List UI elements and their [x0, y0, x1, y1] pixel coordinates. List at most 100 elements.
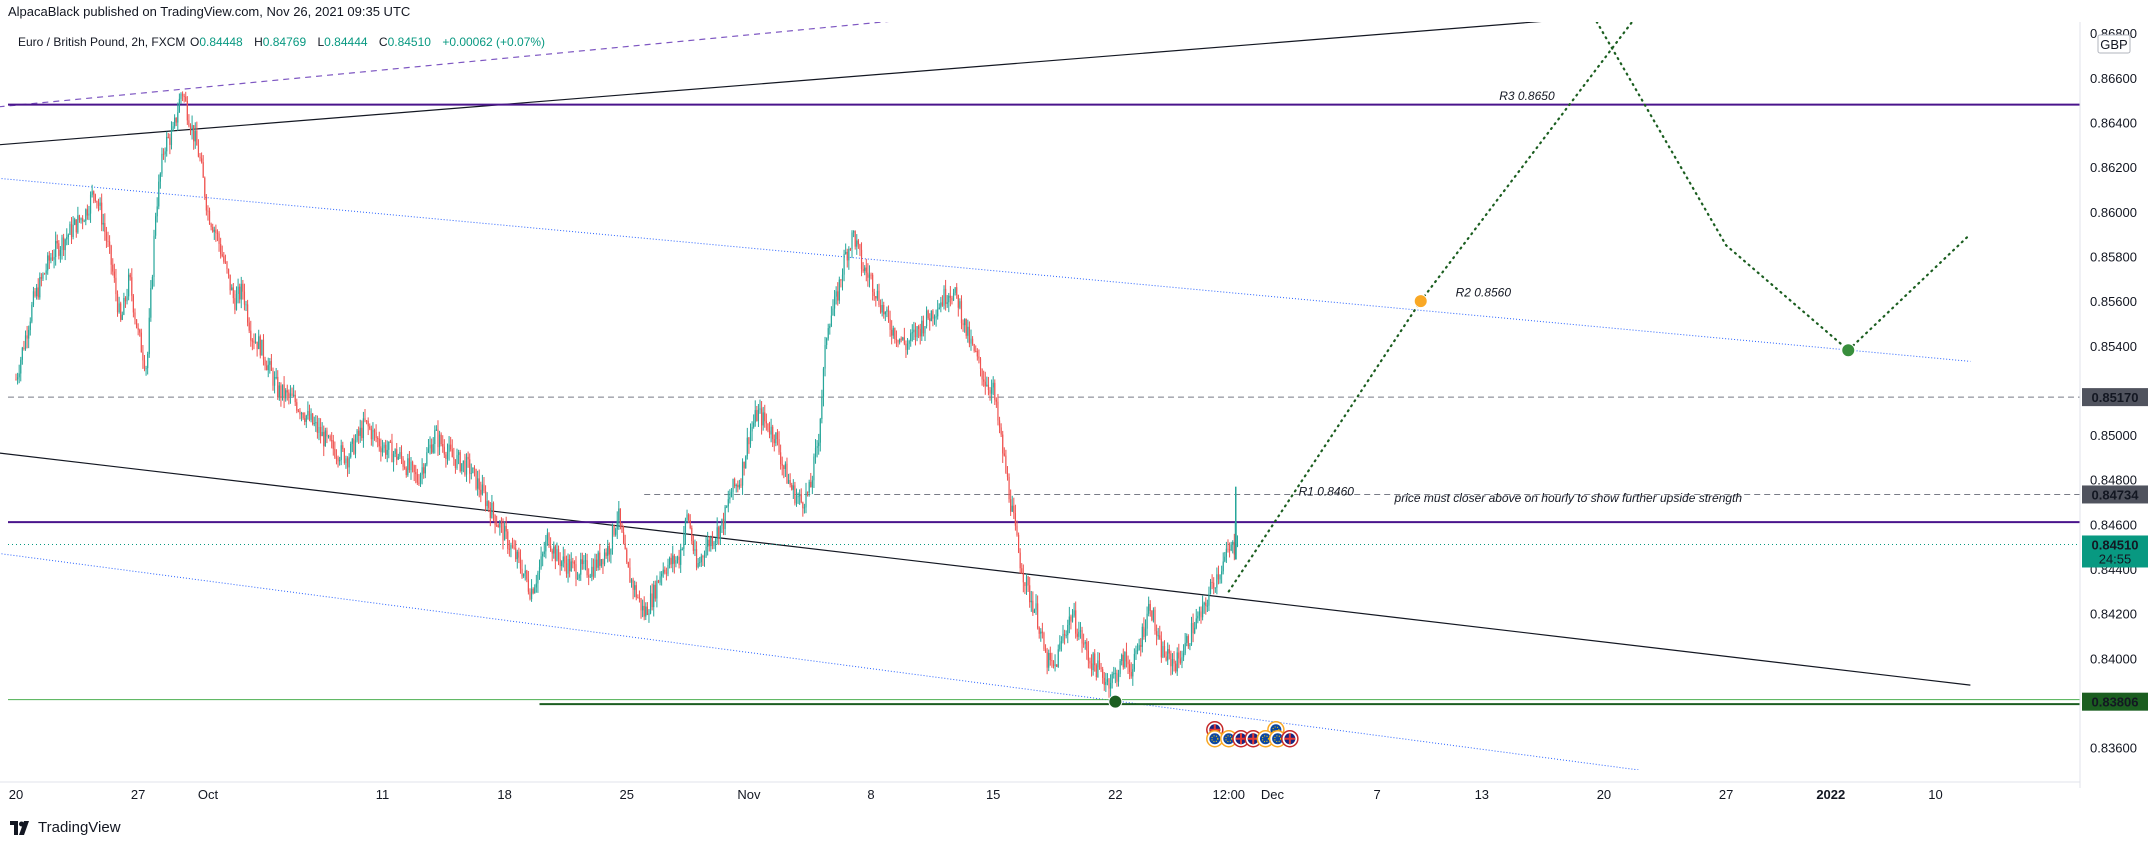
- tradingview-logo[interactable]: TradingView: [10, 819, 121, 836]
- candle-body: [202, 162, 204, 178]
- uk-event-icon[interactable]: [1232, 729, 1250, 748]
- candle-body: [481, 484, 483, 495]
- candle-body: [313, 423, 315, 425]
- candle-body: [646, 606, 648, 615]
- candle-body: [806, 491, 809, 493]
- candle-body: [994, 382, 996, 400]
- candle-body: [205, 196, 207, 211]
- candle-body: [348, 457, 350, 468]
- candle-body: [440, 434, 442, 445]
- candle-body: [492, 503, 495, 515]
- candle-body: [948, 295, 950, 303]
- candle-body: [1144, 628, 1147, 637]
- candle-body: [818, 442, 820, 447]
- candle-body: [418, 482, 420, 484]
- candle-body: [40, 277, 42, 279]
- candle-body: [204, 177, 206, 197]
- price-tag[interactable]: 0.85170: [2082, 388, 2148, 407]
- candle-body: [362, 418, 365, 439]
- candle-body: [365, 420, 368, 422]
- candle-body: [113, 271, 115, 278]
- candle-body: [705, 546, 707, 557]
- candle-body: [397, 456, 399, 460]
- candle-body: [960, 301, 963, 324]
- candle-body: [819, 419, 821, 443]
- price-tag-bg: [2082, 692, 2148, 711]
- candle-body: [465, 456, 468, 475]
- candle-body: [808, 481, 810, 493]
- candle-body: [1051, 660, 1053, 662]
- candle-body: [388, 441, 390, 450]
- candle-body: [419, 474, 422, 484]
- candle-body: [622, 532, 625, 544]
- candle-body: [358, 430, 360, 436]
- candle-body: [235, 294, 238, 310]
- candle-body: [726, 506, 728, 508]
- price-tag[interactable]: 0.83806: [2082, 692, 2148, 711]
- price-chart[interactable]: R3 0.8650 R2 0.8560 R1 0.8460 price must cl…: [0, 22, 2153, 810]
- eu-flag-field: [1209, 733, 1221, 745]
- plot-area[interactable]: [0, 22, 2080, 770]
- candle-body: [124, 297, 127, 302]
- candle-body: [772, 426, 774, 440]
- y-tick-label: 0.85600: [2090, 294, 2137, 309]
- currency-badge[interactable]: GBP: [2097, 34, 2131, 54]
- candle-body: [462, 460, 464, 464]
- candle-body: [703, 556, 706, 558]
- candle-body: [459, 452, 461, 472]
- x-tick-label: 12:00: [1213, 787, 1246, 802]
- candle-body: [1041, 631, 1043, 633]
- candle-body: [31, 304, 33, 322]
- candle-body: [799, 494, 801, 497]
- eu-event-icon[interactable]: [1220, 729, 1238, 748]
- candle-body: [851, 232, 853, 250]
- candle-body: [668, 557, 671, 565]
- candle-body: [1048, 652, 1050, 668]
- candle-body: [998, 420, 1001, 428]
- candle-body: [792, 485, 794, 490]
- candle-body: [253, 340, 255, 343]
- footer-bar: TradingView: [0, 810, 2153, 843]
- candle-body: [164, 151, 166, 155]
- candle-body: [67, 234, 69, 238]
- candle-body: [315, 422, 317, 424]
- candle-body: [892, 328, 894, 336]
- candle-body: [680, 549, 682, 565]
- time-axis[interactable]: 20 27 Oct 11 18 25 Nov 8 15 22 12:00 Dec 7 13 20 27 2022…: [9, 787, 1943, 802]
- candle-body: [504, 525, 506, 541]
- candle-body: [860, 249, 863, 269]
- price-tag[interactable]: 0.84734: [2082, 485, 2148, 504]
- candle-body: [378, 438, 380, 447]
- candle-body: [477, 478, 479, 489]
- candle-body: [258, 336, 260, 350]
- candle-body: [1168, 649, 1170, 654]
- candle-body: [29, 321, 31, 331]
- price-axis[interactable]: 0.86600 0.86400 0.86200 0.86000 0.85800 0.856…: [2082, 26, 2148, 756]
- candle-body: [1178, 652, 1180, 659]
- candle-body: [34, 291, 36, 297]
- candle-body: [741, 461, 744, 486]
- candle-body: [745, 456, 747, 469]
- candle-body: [191, 125, 193, 131]
- candle-body: [142, 352, 144, 361]
- candle-body: [878, 290, 880, 305]
- candle-body: [553, 546, 555, 554]
- y-tick-label: 0.86000: [2090, 205, 2137, 220]
- candle-body: [132, 295, 134, 313]
- uk-event-icon[interactable]: [1281, 729, 1299, 748]
- candle-body: [97, 202, 100, 206]
- candle-body: [183, 95, 185, 97]
- candle-body: [104, 222, 106, 232]
- candle-body: [1060, 641, 1063, 644]
- candle-body: [1073, 610, 1075, 616]
- candle-body: [856, 240, 858, 247]
- candle-body: [578, 574, 580, 579]
- candle-body: [470, 473, 472, 475]
- candle-body: [754, 410, 756, 423]
- eu-event-icon[interactable]: [1206, 729, 1224, 748]
- candle-body: [270, 361, 273, 371]
- candle-body: [500, 522, 503, 524]
- candle-body: [524, 570, 526, 574]
- candle-body: [937, 309, 939, 317]
